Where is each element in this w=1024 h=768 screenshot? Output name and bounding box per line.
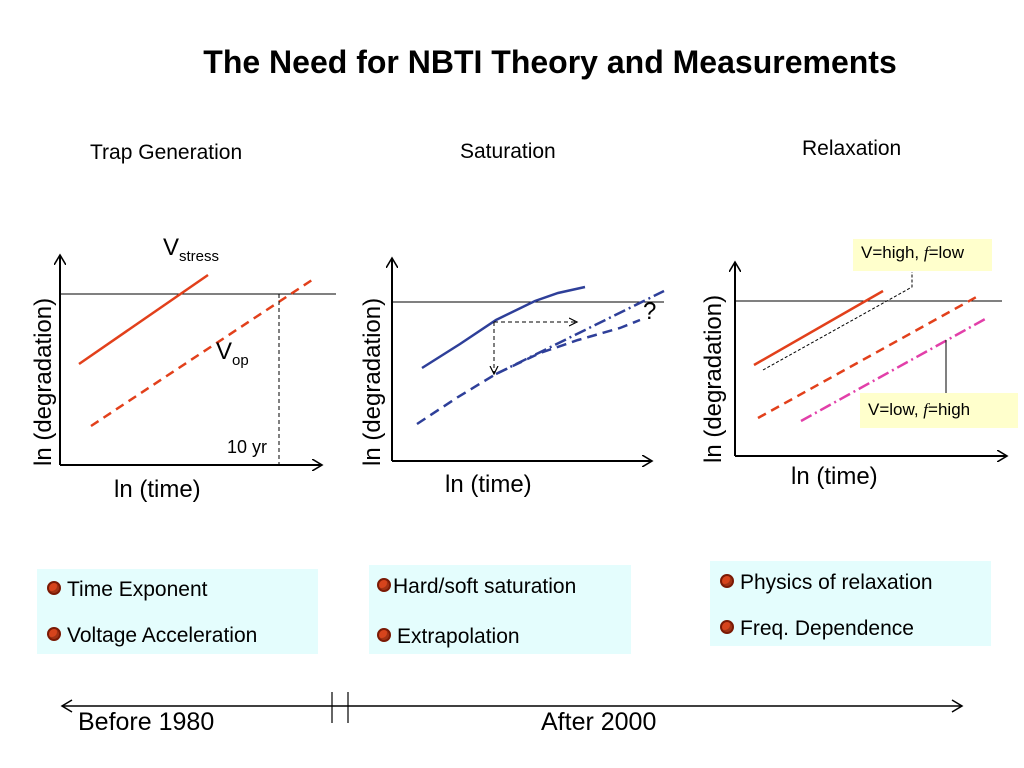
list-item: Voltage Acceleration xyxy=(47,624,308,648)
saturating-extrapolation xyxy=(416,318,641,426)
vstress-line xyxy=(78,273,209,366)
measured-curve xyxy=(421,285,586,370)
panel-title-relaxation: Relaxation xyxy=(802,137,902,160)
vstress-label: Vstress xyxy=(163,234,220,265)
bullet-icon xyxy=(377,628,391,643)
x-axis-label: ln (time) xyxy=(791,463,878,490)
x-axis-label: ln (time) xyxy=(445,471,532,498)
ten-year-label: 10 yr xyxy=(227,437,268,457)
y-axis-label: ln (degradation) xyxy=(700,294,727,463)
y-axis-label: ln (degradation) xyxy=(30,297,57,466)
panel-trap-generation-plot xyxy=(60,255,336,465)
linear-extrapolation xyxy=(495,289,665,376)
list-item: Hard/soft saturation xyxy=(377,575,621,599)
panel-title-trap-generation: Trap Generation xyxy=(90,141,243,164)
relaxed-line-low-v xyxy=(800,316,988,423)
callout-high-voltage-low-frequency: V=high, f=low xyxy=(853,239,992,271)
callout-top-leader xyxy=(762,272,913,371)
panel-relaxation-plot xyxy=(735,262,1007,456)
timeline xyxy=(60,692,964,723)
timeline-right-arrowhead xyxy=(951,699,964,713)
bullet-box-relaxation: Physics of relaxation Freq. Dependence xyxy=(710,561,991,646)
list-item: Physics of relaxation xyxy=(720,571,981,595)
bullet-icon xyxy=(720,574,734,589)
relaxed-line-high-v xyxy=(757,293,981,420)
timeline-left-arrowhead xyxy=(60,699,73,713)
slide-title: The Need for NBTI Theory and Measurement… xyxy=(203,44,897,80)
bullet-icon xyxy=(47,627,61,642)
bullet-icon xyxy=(47,581,61,596)
panel-saturation-plot xyxy=(392,258,665,461)
panel-title-saturation: Saturation xyxy=(460,140,556,163)
x-axis-label: ln (time) xyxy=(114,476,201,503)
stress-line xyxy=(753,289,884,367)
timeline-label-before: Before 1980 xyxy=(78,708,215,736)
y-axis-label: ln (degradation) xyxy=(359,297,386,466)
list-item: Freq. Dependence xyxy=(720,617,981,641)
question-mark: ? xyxy=(643,298,657,325)
bullet-icon xyxy=(720,620,734,635)
vop-label: Vop xyxy=(216,338,249,369)
bullet-box-trap-generation: Time Exponent Voltage Acceleration xyxy=(37,569,318,654)
list-item: Time Exponent xyxy=(47,578,308,602)
list-item: Extrapolation xyxy=(377,625,621,649)
callout-low-voltage-high-frequency: V=low, f=high xyxy=(860,393,1018,428)
bullet-icon xyxy=(377,578,391,593)
timeline-label-after: After 2000 xyxy=(541,708,657,736)
bullet-box-saturation: Hard/soft saturation Extrapolation xyxy=(369,565,631,654)
